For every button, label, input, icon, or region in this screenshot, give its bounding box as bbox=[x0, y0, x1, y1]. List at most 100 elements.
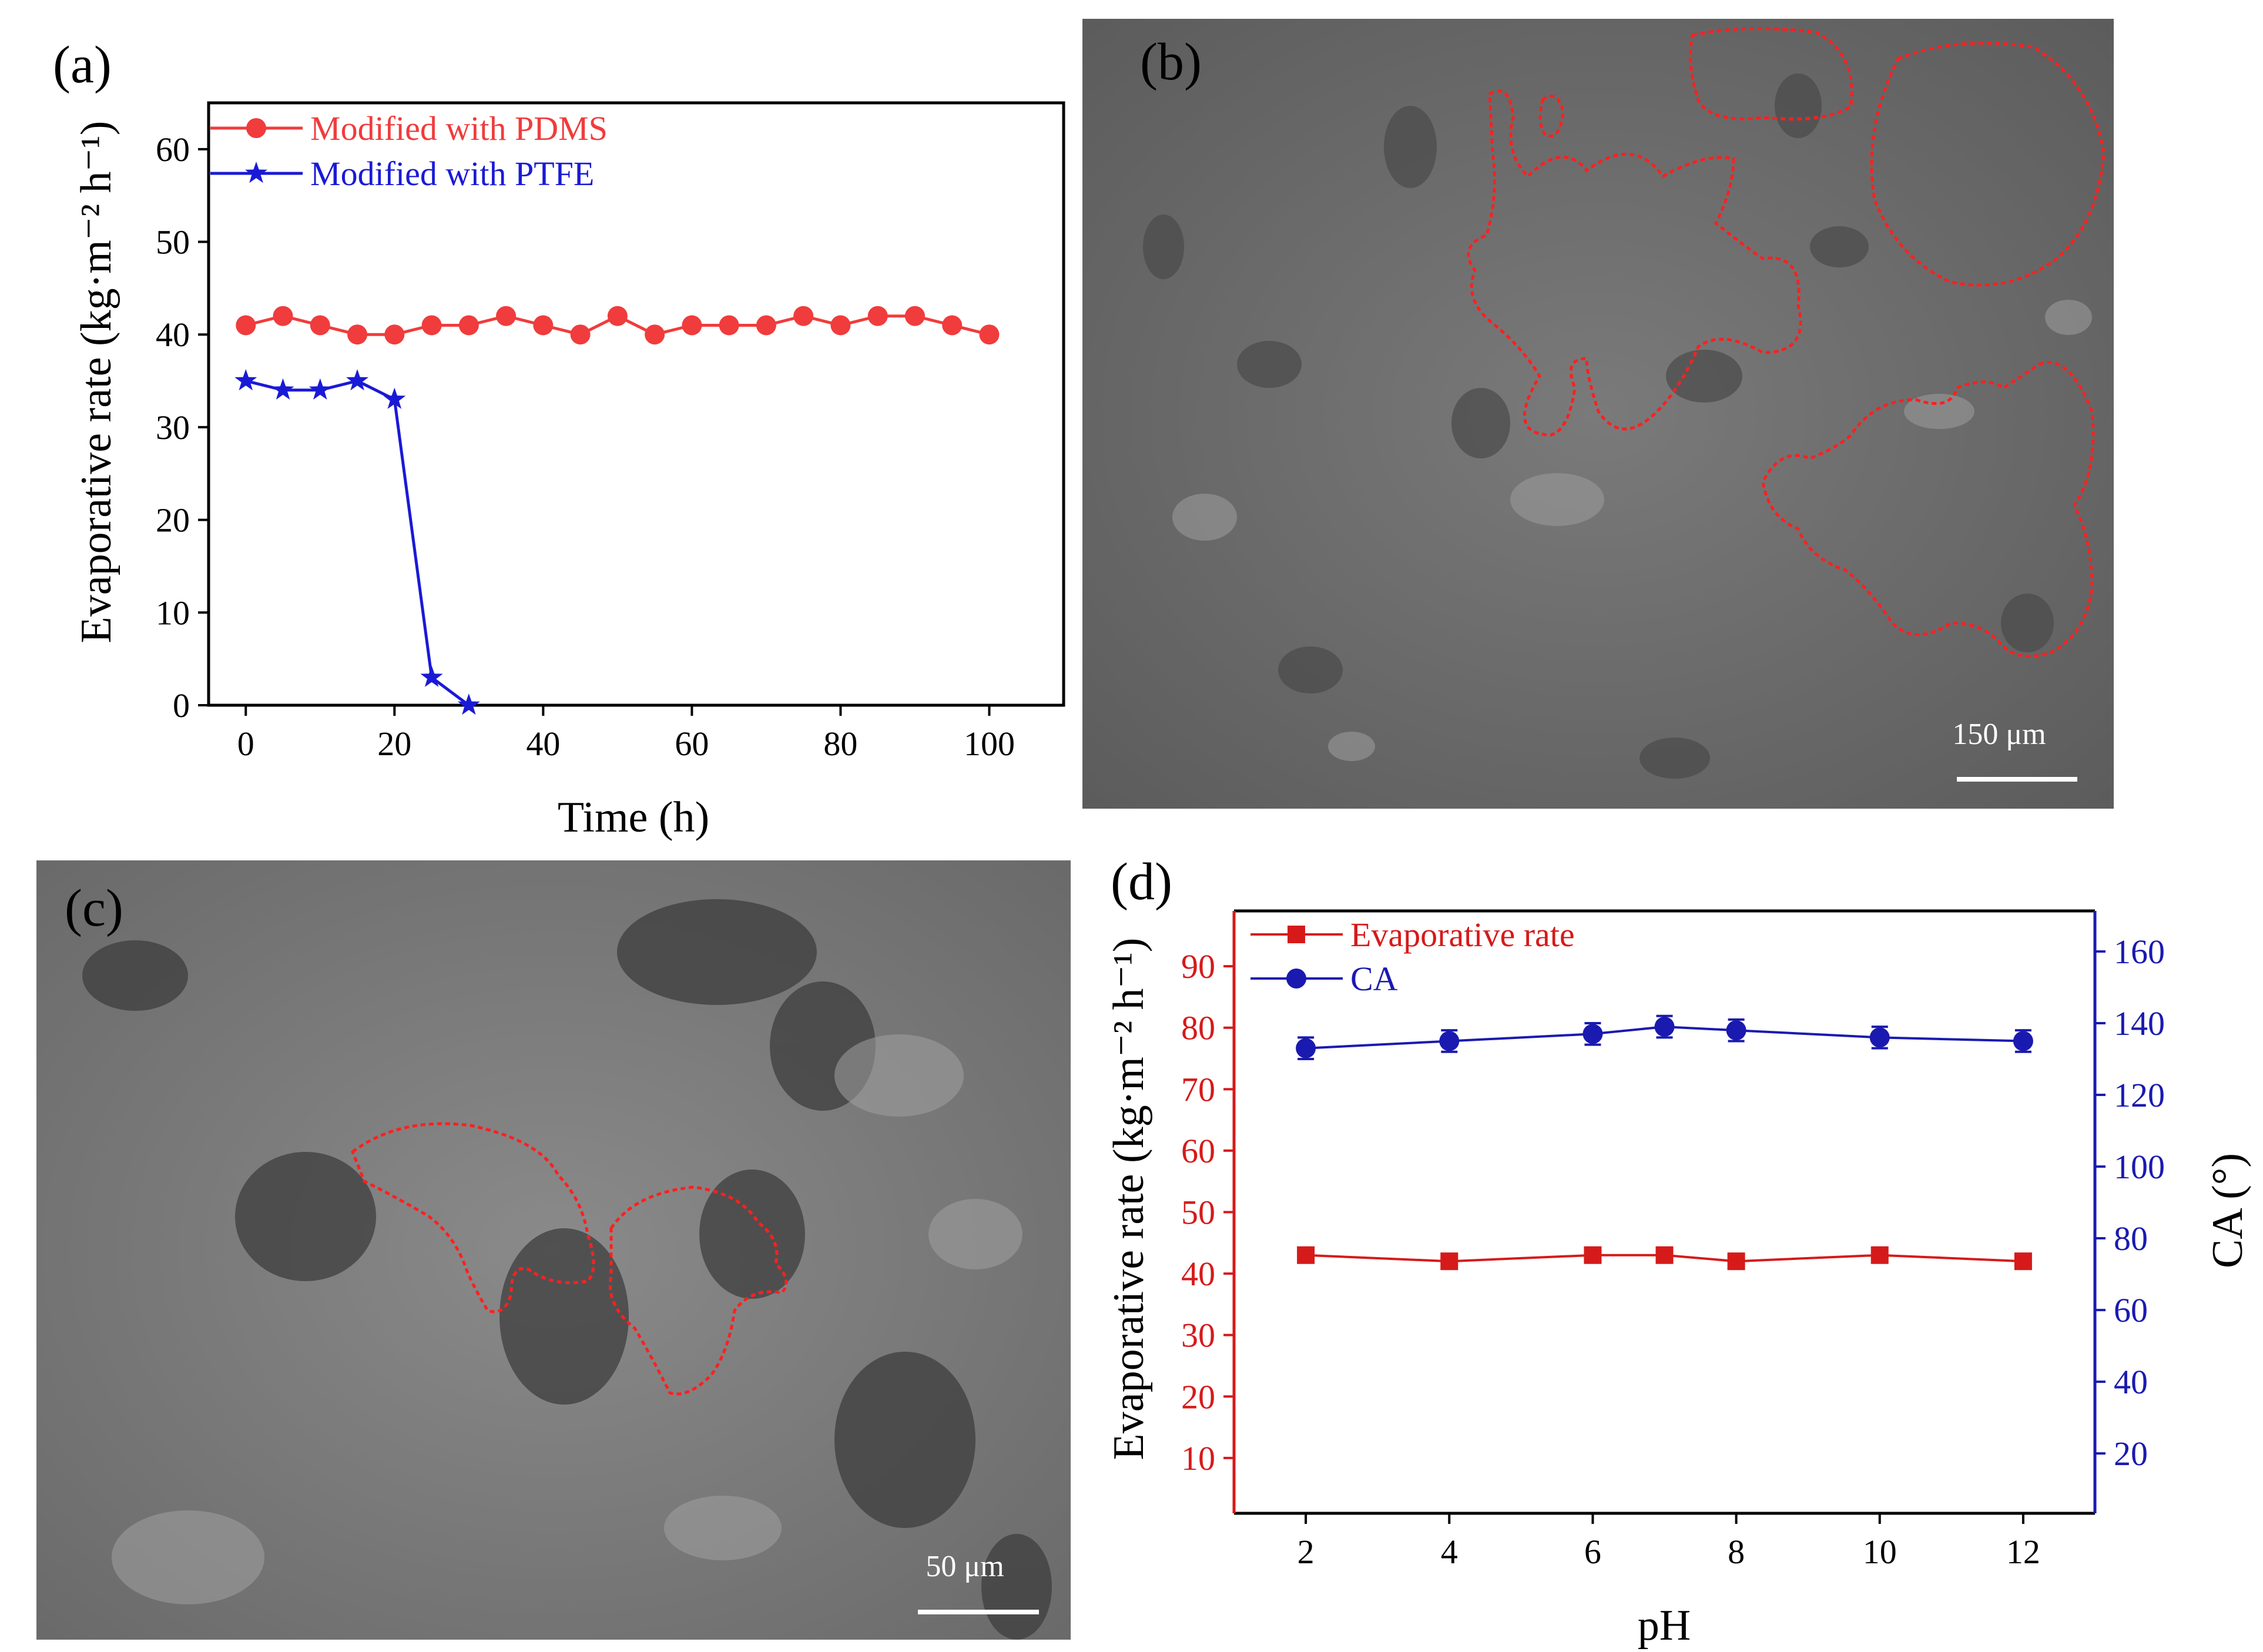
y-tick-label: 30 bbox=[156, 408, 190, 447]
legend-label: Modified with PTFE bbox=[310, 155, 594, 193]
data-point bbox=[457, 693, 480, 715]
panel-d-axes: 2 4 6 8 10 12 10 20 30 40 50 60 70 80 90 20 40 60 80 100 120… bbox=[1181, 933, 2165, 1571]
y2-tick-label: 40 bbox=[2114, 1363, 2148, 1401]
crystal-region-c1 bbox=[350, 1122, 595, 1313]
data-point bbox=[607, 306, 628, 326]
x-tick-label: 2 bbox=[1298, 1533, 1315, 1571]
panel-d-legend: Evaporative rate CA bbox=[1250, 916, 1575, 998]
data-point bbox=[236, 315, 256, 336]
y-tick-label: 10 bbox=[1181, 1439, 1215, 1477]
data-point bbox=[310, 315, 330, 336]
y-tick-label: 40 bbox=[156, 316, 190, 354]
y-tick-label: 90 bbox=[1181, 947, 1215, 986]
data-point bbox=[1869, 1027, 1890, 1048]
y2-tick-label: 20 bbox=[2114, 1435, 2148, 1473]
data-point bbox=[346, 369, 369, 391]
data-point bbox=[1654, 1017, 1675, 1037]
data-point bbox=[1296, 1038, 1316, 1058]
crystal-region-b1 bbox=[1467, 89, 1802, 437]
legend-marker bbox=[245, 162, 267, 183]
panel-d-x-axis-title: pH bbox=[1638, 1601, 1691, 1650]
panel-c-label: (c) bbox=[65, 879, 123, 937]
panel-c: 50 μm (c) bbox=[36, 860, 1071, 1640]
panel-a-label: (a) bbox=[53, 36, 112, 94]
x-tick-label: 4 bbox=[1441, 1533, 1458, 1571]
x-tick-label: 40 bbox=[526, 725, 560, 763]
data-point bbox=[234, 369, 257, 391]
legend-marker bbox=[1286, 969, 1306, 988]
crystal-region-b5 bbox=[1538, 94, 1565, 138]
series-ptfe bbox=[234, 369, 480, 715]
data-point bbox=[421, 315, 442, 336]
data-point bbox=[570, 324, 591, 345]
salt-crystal-outlines-b bbox=[1467, 27, 2106, 658]
panel-a-series bbox=[234, 306, 1000, 715]
panel-a: (a) 0 20 40 60 80 100 0 10 20 30 40 50 60 Modified w… bbox=[53, 36, 1065, 842]
data-point bbox=[682, 315, 702, 336]
data-point bbox=[347, 324, 368, 345]
legend-entry: Modified with PDMS bbox=[210, 109, 608, 148]
y2-tick-label: 60 bbox=[2114, 1291, 2148, 1329]
data-point bbox=[793, 306, 814, 326]
legend-entry: Evaporative rate bbox=[1250, 916, 1575, 954]
data-point bbox=[830, 315, 851, 336]
data-point bbox=[496, 306, 517, 326]
data-point bbox=[271, 378, 294, 400]
y-tick-label: 10 bbox=[156, 594, 190, 632]
x-tick-label: 12 bbox=[2006, 1533, 2040, 1571]
x-tick-label: 80 bbox=[823, 725, 857, 763]
legend-label: Modified with PDMS bbox=[310, 109, 608, 148]
data-point bbox=[420, 665, 443, 687]
panel-a-plot-frame bbox=[207, 101, 1065, 707]
data-point bbox=[533, 315, 554, 336]
data-point bbox=[1583, 1024, 1603, 1044]
y-tick-label: 60 bbox=[1181, 1132, 1215, 1170]
y2-tick-label: 80 bbox=[2114, 1219, 2148, 1258]
data-point bbox=[384, 324, 405, 345]
legend-marker bbox=[246, 118, 266, 138]
panel-a-axes: 0 20 40 60 80 100 0 10 20 30 40 50 60 bbox=[156, 130, 1015, 763]
y-tick-label: 50 bbox=[156, 223, 190, 262]
panel-d-y-axis-title: Evaporative rate (kg·m⁻² h⁻¹) bbox=[1105, 938, 1153, 1460]
panel-d-y2-axis-title: CA (°) bbox=[2204, 1153, 2252, 1268]
legend-marker bbox=[1288, 926, 1305, 943]
panel-a-legend: Modified with PDMS Modified with PTFE bbox=[210, 109, 608, 193]
data-point bbox=[1439, 1031, 1460, 1051]
data-point bbox=[867, 306, 888, 326]
x-tick-label: 6 bbox=[1584, 1533, 1601, 1571]
series-evaporative-rate bbox=[1297, 1246, 2032, 1271]
data-point bbox=[719, 315, 739, 336]
series-ca bbox=[1296, 1014, 2033, 1060]
x-tick-label: 8 bbox=[1728, 1533, 1745, 1571]
panel-d: (d) 2 4 6 8 10 12 10 20 30 40 50 60 70 80 90 20 40 60 80 10… bbox=[1105, 853, 2252, 1650]
y-tick-label: 40 bbox=[1181, 1255, 1215, 1293]
y-tick-label: 0 bbox=[173, 686, 190, 725]
sem-texture-c bbox=[82, 899, 1052, 1640]
panel-d-label: (d) bbox=[1111, 853, 1172, 911]
data-point bbox=[458, 315, 479, 336]
x-tick-label: 20 bbox=[377, 725, 411, 763]
data-point bbox=[756, 315, 776, 336]
y-tick-label: 80 bbox=[1181, 1009, 1215, 1047]
data-point bbox=[1870, 1246, 1889, 1264]
y-tick-label: 30 bbox=[1181, 1316, 1215, 1355]
crystal-region-c2 bbox=[608, 1185, 788, 1396]
data-point bbox=[1655, 1246, 1674, 1264]
panel-a-y-axis-title: Evaporative rate (kg·m⁻² h⁻¹) bbox=[72, 121, 120, 644]
data-point bbox=[383, 387, 406, 409]
panel-b-label: (b) bbox=[1140, 33, 1202, 91]
crystal-region-b3 bbox=[1870, 41, 2106, 287]
y2-tick-label: 140 bbox=[2114, 1004, 2165, 1043]
scale-bar-c-label: 50 μm bbox=[926, 1550, 1004, 1583]
data-point bbox=[309, 378, 331, 400]
data-point bbox=[1726, 1020, 1746, 1041]
legend-entry: CA bbox=[1250, 960, 1398, 998]
panel-d-series bbox=[1296, 1014, 2033, 1271]
x-tick-label: 10 bbox=[1863, 1533, 1897, 1571]
y-tick-label: 60 bbox=[156, 130, 190, 169]
data-point bbox=[1440, 1252, 1459, 1271]
panel-a-x-axis-title: Time (h) bbox=[558, 793, 709, 842]
data-point bbox=[942, 315, 963, 336]
x-tick-label: 100 bbox=[964, 725, 1015, 763]
x-tick-label: 60 bbox=[675, 725, 709, 763]
